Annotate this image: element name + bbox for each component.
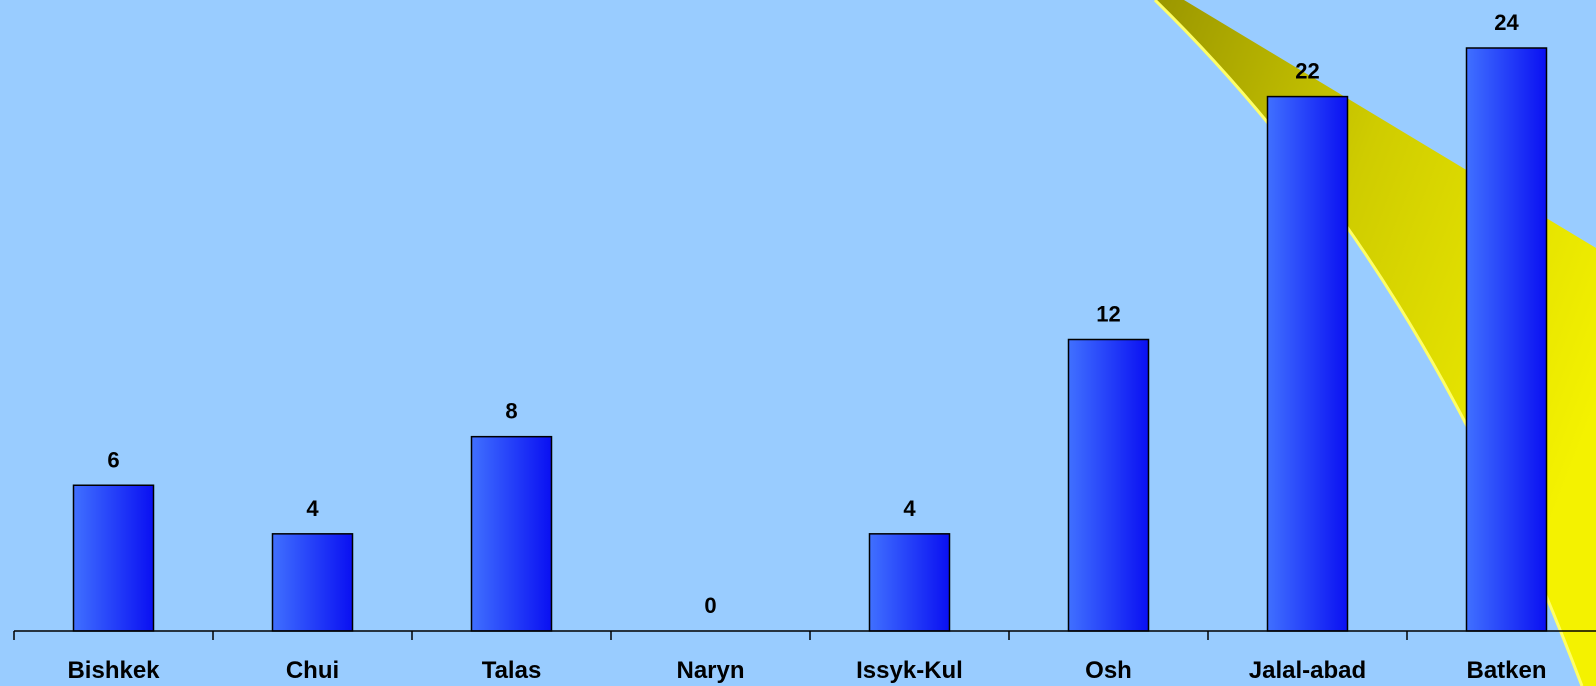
- category-label-bishkek: Bishkek: [67, 657, 160, 684]
- bars-group: [72, 47, 1548, 632]
- value-label-chui: 4: [306, 496, 319, 521]
- bar-issyk-kul: [868, 533, 951, 632]
- value-label-naryn: 0: [704, 593, 716, 618]
- value-label-batken: 24: [1494, 10, 1519, 35]
- value-label-bishkek: 6: [107, 447, 119, 472]
- value-label-talas: 8: [505, 399, 517, 424]
- bar-bishkek: [72, 484, 155, 632]
- category-label-talas: Talas: [482, 657, 542, 684]
- value-label-jalal-abad: 22: [1295, 59, 1319, 84]
- bar-osh: [1067, 338, 1150, 632]
- category-labels-group: Bishkek Chui Talas Naryn Issyk-Kul Osh Jalal-a…: [67, 657, 1546, 684]
- x-axis-ticks: [13, 631, 1408, 640]
- bar-chui: [271, 533, 354, 632]
- bar-batken: [1465, 47, 1548, 632]
- category-label-jalal-abad: Jalal-abad: [1249, 657, 1366, 684]
- value-label-issyk-kul: 4: [903, 496, 916, 521]
- value-labels-group: 6 4 8 0 4 12 22 24: [107, 10, 1519, 618]
- category-label-naryn: Naryn: [676, 657, 744, 684]
- value-label-osh: 12: [1096, 302, 1120, 327]
- category-label-batken: Batken: [1466, 657, 1546, 684]
- bar-jalal-abad: [1266, 95, 1349, 632]
- bar-talas: [470, 435, 553, 632]
- category-label-osh: Osh: [1085, 657, 1132, 684]
- category-label-chui: Chui: [286, 657, 339, 684]
- category-label-issyk-kul: Issyk-Kul: [856, 657, 963, 684]
